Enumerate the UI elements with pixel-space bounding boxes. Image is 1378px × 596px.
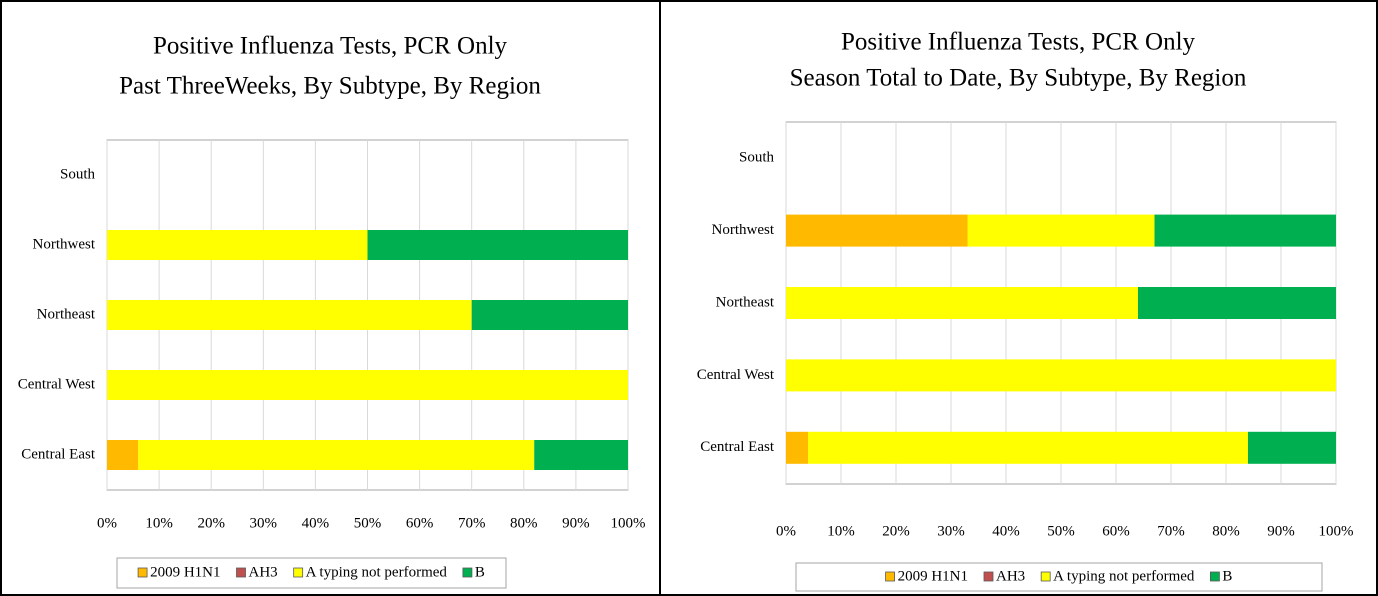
legend-label: B — [475, 564, 485, 580]
bar-segment — [786, 287, 1138, 319]
bar-segment — [967, 214, 1155, 247]
legend-box — [795, 562, 1323, 592]
legend-swatch — [236, 567, 246, 578]
legend-entry: B — [1210, 568, 1232, 584]
legend-swatch — [1040, 571, 1051, 582]
legend-entry: AH3 — [236, 564, 278, 580]
y-tick-label: Central East — [700, 439, 775, 455]
bar-segment — [1248, 431, 1336, 464]
x-tick-label: 40% — [302, 515, 330, 531]
x-tick-label: 70% — [1157, 523, 1185, 539]
legend-swatch — [293, 567, 304, 578]
x-tick-label: 60% — [1102, 523, 1130, 539]
bar-segment — [808, 431, 1248, 464]
legend-entry: B — [462, 564, 485, 580]
chart-title: Positive Influenza Tests, PCR Only — [841, 29, 1196, 56]
bar-segment — [367, 230, 628, 260]
chart-subtitle: Past ThreeWeeks, By Subtype, By Region — [119, 73, 541, 100]
bar-segment — [107, 230, 368, 260]
legend-entry: 2009 H1N1 — [137, 564, 221, 580]
legend-box — [116, 557, 507, 589]
legend-label: 2009 H1N1 — [898, 568, 968, 584]
x-tick-label: 50% — [354, 515, 382, 531]
bar-segment — [107, 370, 628, 400]
x-tick-label: 80% — [1212, 523, 1240, 539]
legend-label: AH3 — [249, 564, 278, 580]
x-tick-label: 0% — [776, 523, 796, 539]
y-tick-label: South — [60, 166, 96, 182]
legend-swatch — [1210, 571, 1220, 582]
bar-segment — [786, 214, 968, 247]
y-tick-label: Northwest — [33, 236, 96, 252]
chart-subtitle: Season Total to Date, By Subtype, By Reg… — [790, 65, 1247, 92]
bar-segment — [138, 440, 535, 470]
y-tick-label: Central West — [697, 367, 775, 383]
y-tick-label: South — [739, 150, 775, 166]
legend-entry: AH3 — [983, 568, 1025, 584]
x-tick-label: 80% — [510, 515, 538, 531]
bar-segment — [786, 359, 1336, 392]
bar-segment — [1154, 214, 1336, 247]
bar-segment — [471, 300, 628, 330]
x-tick-label: 70% — [458, 515, 486, 531]
legend-label: 2009 H1N1 — [150, 564, 220, 580]
x-tick-label: 90% — [1267, 523, 1295, 539]
bar-segment — [107, 300, 472, 330]
x-tick-label: 100% — [611, 515, 646, 531]
legend-swatch — [885, 571, 895, 582]
legend-label: A typing not performed — [306, 564, 448, 580]
legend-entry: A typing not performed — [293, 564, 448, 580]
bar-segment — [107, 440, 139, 470]
y-tick-label: Central West — [18, 376, 96, 392]
legend-label: AH3 — [996, 568, 1025, 584]
x-tick-label: 50% — [1047, 523, 1075, 539]
chart-title: Positive Influenza Tests, PCR Only — [153, 33, 508, 60]
legend-label: A typing not performed — [1053, 568, 1195, 584]
legend-swatch — [137, 567, 148, 578]
y-tick-label: Northwest — [712, 222, 775, 238]
y-tick-label: Northeast — [716, 294, 775, 310]
y-tick-label: Northeast — [37, 306, 96, 322]
x-tick-label: 30% — [937, 523, 965, 539]
x-tick-label: 90% — [562, 515, 590, 531]
bar-segment — [534, 440, 628, 470]
x-tick-label: 0% — [97, 515, 117, 531]
x-tick-label: 20% — [882, 523, 910, 539]
legend-entry: A typing not performed — [1040, 568, 1195, 584]
x-tick-label: 30% — [250, 515, 278, 531]
x-tick-label: 40% — [992, 523, 1020, 539]
x-tick-label: 20% — [197, 515, 225, 531]
bar-segment — [1138, 287, 1336, 319]
x-tick-label: 10% — [145, 515, 173, 531]
legend-swatch — [462, 567, 473, 578]
bar-segment — [786, 431, 808, 464]
y-tick-label: Central East — [21, 446, 96, 462]
x-tick-label: 60% — [406, 515, 434, 531]
x-tick-label: 100% — [1319, 523, 1354, 539]
legend-entry: 2009 H1N1 — [885, 568, 968, 584]
x-tick-label: 10% — [827, 523, 855, 539]
legend-label: B — [1222, 568, 1232, 584]
legend-swatch — [983, 571, 994, 582]
